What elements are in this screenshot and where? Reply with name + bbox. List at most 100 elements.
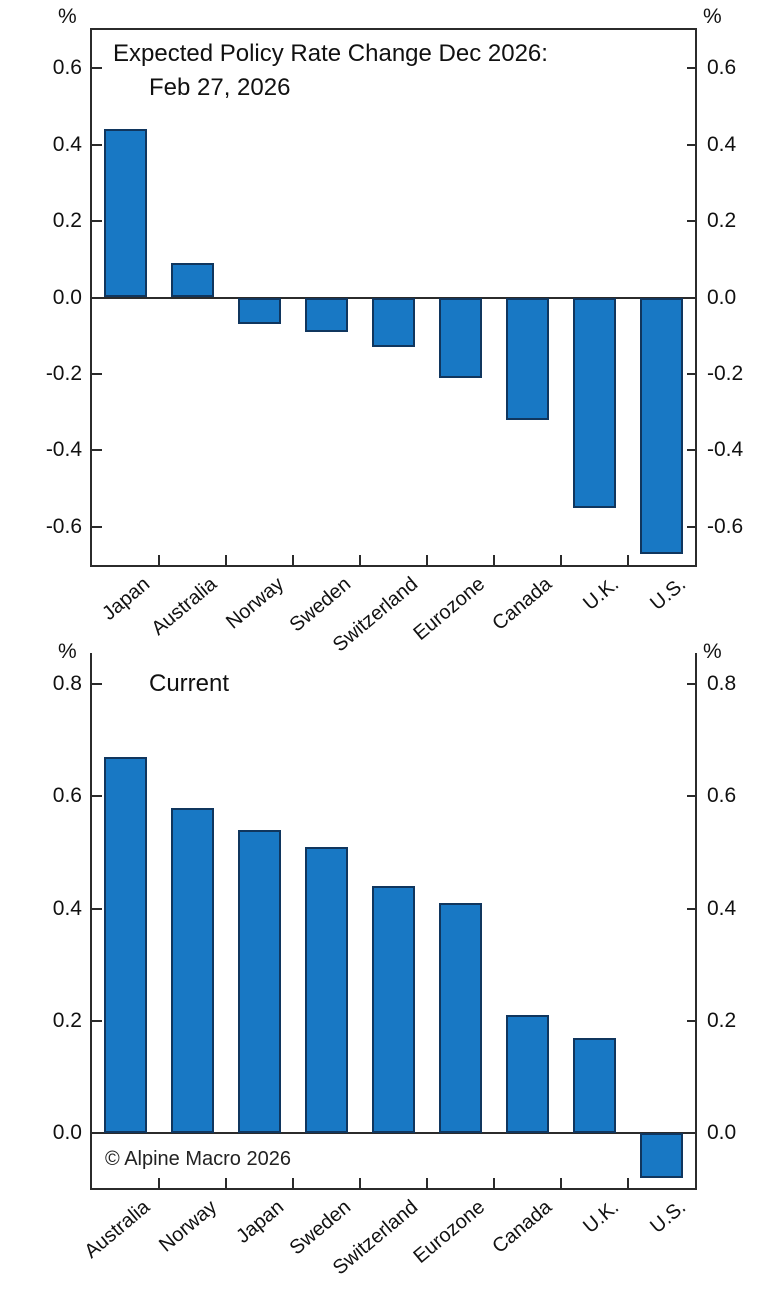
y-tick-label-left: 0.4 xyxy=(52,896,82,920)
y-tick-label-left: 0.6 xyxy=(52,784,82,808)
y-axis-left-spine xyxy=(90,653,92,1190)
y-tick-right xyxy=(687,525,697,528)
bar-australia xyxy=(171,263,214,298)
y-tick-left xyxy=(92,525,102,528)
x-tick xyxy=(426,555,428,565)
percent-label-top-left: % xyxy=(58,5,77,28)
bar-switzerland xyxy=(372,297,415,348)
chart1-title-line1: Expected Policy Rate Change Dec 2026: xyxy=(113,40,548,67)
top-spine xyxy=(90,28,697,30)
y-tick-label-left: 0.8 xyxy=(52,672,82,696)
x-axis-spine xyxy=(90,565,697,567)
bar-switzerland xyxy=(372,886,415,1133)
y-tick-right xyxy=(687,907,697,910)
y-tick-label-left: -0.2 xyxy=(45,361,82,385)
zero-line xyxy=(92,1132,695,1135)
category-label-australia: Australia xyxy=(79,1196,154,1263)
x-tick xyxy=(359,555,361,565)
y-axis-left-spine xyxy=(90,28,92,567)
bar-japan xyxy=(238,830,281,1133)
y-tick-label-right: 0.2 xyxy=(707,1008,737,1032)
x-tick xyxy=(292,1178,294,1188)
x-tick xyxy=(493,1178,495,1188)
percent-label-bottom-left: % xyxy=(58,640,77,663)
y-tick-right xyxy=(687,1132,697,1135)
y-tick-left xyxy=(92,683,102,686)
y-tick-left xyxy=(92,296,102,299)
x-tick xyxy=(292,555,294,565)
bar-canada xyxy=(506,1015,549,1133)
y-tick-label-right: 0.8 xyxy=(707,672,737,696)
x-tick xyxy=(359,1178,361,1188)
y-tick-left xyxy=(92,220,102,223)
x-tick xyxy=(560,555,562,565)
x-tick xyxy=(627,555,629,565)
x-axis-spine xyxy=(90,1188,697,1190)
bar-uk xyxy=(573,1037,616,1133)
percent-label-bottom-right: % xyxy=(703,640,722,663)
y-tick-right xyxy=(687,143,697,146)
bar-us xyxy=(640,1133,683,1178)
y-axis-right-spine xyxy=(695,653,697,1190)
y-tick-label-right: -0.6 xyxy=(707,514,744,538)
y-tick-label-right: -0.2 xyxy=(707,361,744,385)
y-tick-left xyxy=(92,907,102,910)
y-tick-label-right: 0.6 xyxy=(707,784,737,808)
bar-japan xyxy=(104,129,147,298)
bar-eurozone xyxy=(439,902,482,1134)
y-tick-right xyxy=(687,683,697,686)
copyright-label: © Alpine Macro 2026 xyxy=(105,1148,291,1170)
percent-label-top-right: % xyxy=(703,5,722,28)
y-tick-left xyxy=(92,1019,102,1022)
y-tick-label-left: -0.4 xyxy=(45,438,82,462)
y-tick-label-right: 0.6 xyxy=(707,56,737,80)
y-tick-label-right: 0.2 xyxy=(707,209,737,233)
y-tick-label-left: 0.4 xyxy=(52,132,82,156)
y-tick-right xyxy=(687,296,697,299)
x-tick xyxy=(493,555,495,565)
bar-eurozone xyxy=(439,297,482,378)
y-tick-label-left: 0.0 xyxy=(52,1121,82,1145)
y-tick-left xyxy=(92,372,102,375)
y-tick-label-left: 0.0 xyxy=(52,285,82,309)
y-tick-label-right: -0.4 xyxy=(707,438,744,462)
x-tick xyxy=(225,1178,227,1188)
bar-norway xyxy=(238,297,281,325)
bar-uk xyxy=(573,297,616,508)
expected-policy-rate-chart: % % Expected Policy Rate Change Dec 2026… xyxy=(45,5,744,656)
y-tick-left xyxy=(92,1132,102,1135)
y-tick-label-left: 0.2 xyxy=(52,1008,82,1032)
x-tick xyxy=(158,555,160,565)
y-tick-label-right: 0.0 xyxy=(707,1121,737,1145)
x-tick xyxy=(225,555,227,565)
bar-norway xyxy=(171,807,214,1133)
y-tick-right xyxy=(687,795,697,798)
x-tick xyxy=(627,1178,629,1188)
y-tick-right xyxy=(687,1019,697,1022)
y-tick-right xyxy=(687,449,697,452)
y-tick-left xyxy=(92,143,102,146)
bar-sweden xyxy=(305,297,348,332)
x-tick xyxy=(426,1178,428,1188)
bar-sweden xyxy=(305,846,348,1133)
y-tick-label-right: 0.4 xyxy=(707,132,737,156)
bar-us xyxy=(640,297,683,554)
y-tick-left xyxy=(92,67,102,70)
y-tick-right xyxy=(687,220,697,223)
chart2-title: Current xyxy=(149,670,230,697)
y-tick-label-right: 0.4 xyxy=(707,896,737,920)
x-tick xyxy=(560,1178,562,1188)
y-tick-left xyxy=(92,449,102,452)
y-tick-right xyxy=(687,372,697,375)
y-tick-label-left: 0.2 xyxy=(52,209,82,233)
y-tick-label-left: -0.6 xyxy=(45,514,82,538)
chart1-title-line2: Feb 27, 2026 xyxy=(149,74,291,101)
y-tick-right xyxy=(687,67,697,70)
y-tick-label-right: 0.0 xyxy=(707,285,737,309)
y-tick-left xyxy=(92,795,102,798)
x-tick xyxy=(158,1178,160,1188)
y-tick-label-left: 0.6 xyxy=(52,56,82,80)
bar-australia xyxy=(104,757,147,1133)
